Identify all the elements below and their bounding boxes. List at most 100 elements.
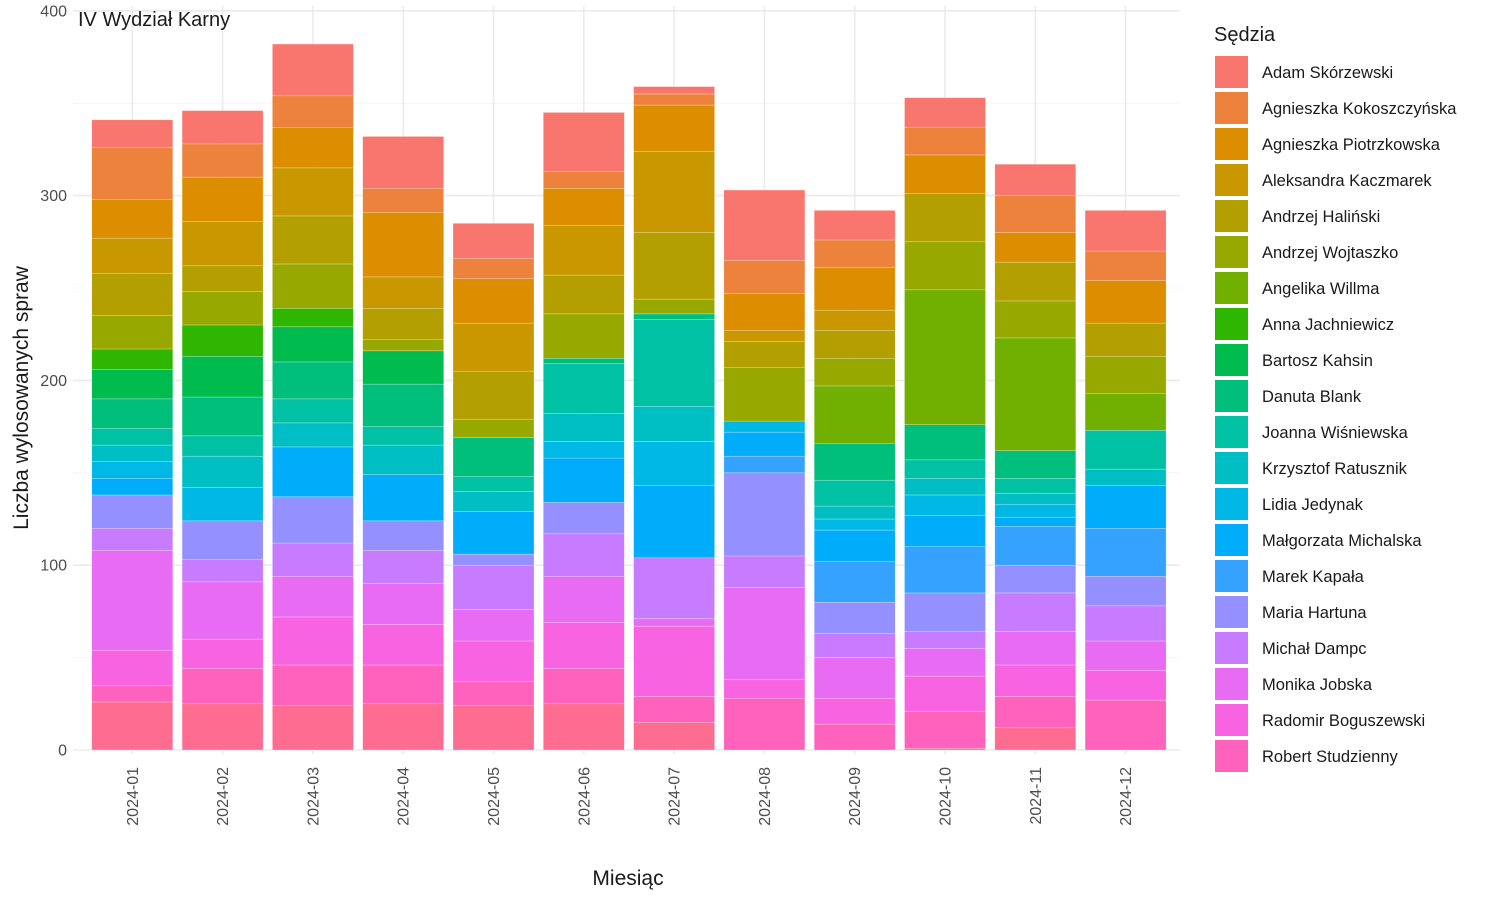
- bar-segment: [904, 546, 986, 594]
- bar-segment: [543, 441, 625, 459]
- bar-segment: [813, 561, 896, 603]
- bar-segment: [543, 112, 625, 172]
- legend-label: Lidia Jedynak: [1262, 496, 1364, 514]
- bar-segment: [813, 657, 896, 699]
- bar-segment: [543, 533, 625, 577]
- bar-segment: [813, 723, 896, 751]
- bar-segment: [633, 86, 715, 95]
- legend-label: Małgorzata Michalska: [1262, 532, 1422, 550]
- bar-segment: [452, 370, 535, 420]
- bar-segment: [91, 494, 174, 529]
- bar-segment: [452, 705, 535, 751]
- bar-segment: [543, 622, 625, 669]
- bar-segment: [813, 529, 896, 562]
- bar-segment: [904, 241, 986, 291]
- bar-segment: [723, 587, 806, 681]
- bar-segment: [723, 679, 806, 699]
- bars: [91, 43, 1167, 751]
- bar-segment: [272, 496, 354, 544]
- legend-key: [1215, 740, 1248, 772]
- bar-segment: [543, 703, 625, 751]
- bar-segment: [91, 348, 174, 370]
- x-tick-label: 2024-03: [305, 767, 322, 826]
- bar-segment: [813, 330, 896, 359]
- bar-segment: [994, 300, 1077, 339]
- bar-segment: [633, 696, 715, 723]
- bar-segment: [633, 485, 715, 559]
- bar-segment: [904, 710, 986, 749]
- bar-segment: [543, 502, 625, 535]
- bar-segment: [272, 664, 354, 706]
- axes: 0 100 200 300 400 2024-01 2024-02 2024-03 2024-0…: [40, 3, 1135, 825]
- bar-segment: [723, 420, 806, 433]
- legend-key: [1215, 704, 1248, 736]
- bar-segment: [813, 385, 896, 444]
- bar-segment: [272, 705, 354, 751]
- bar-segment: [994, 232, 1077, 263]
- bar-segment: [904, 631, 986, 649]
- bar-segment: [904, 592, 986, 632]
- bar-segment: [633, 104, 715, 152]
- bar-segment: [723, 455, 806, 474]
- bar-segment: [994, 664, 1077, 697]
- y-tick-label: 400: [40, 3, 67, 20]
- bar-segment: [904, 289, 986, 426]
- bar-segment: [362, 624, 444, 666]
- y-tick-label: 100: [40, 558, 67, 575]
- legend-label: Danuta Blank: [1262, 388, 1362, 406]
- bar-segment: [181, 221, 264, 267]
- bar-segment: [91, 272, 174, 316]
- bar-segment: [272, 446, 354, 498]
- bar-segment: [1084, 468, 1167, 486]
- bar-segment: [723, 330, 806, 342]
- bar-segment: [362, 211, 444, 278]
- bar-segment: [633, 722, 715, 751]
- bar-segment: [1084, 210, 1167, 252]
- bar-segment: [362, 276, 444, 309]
- legend-key: [1215, 596, 1248, 628]
- legend-key: [1215, 668, 1248, 700]
- legend-label: Robert Studzienny: [1262, 748, 1398, 766]
- bar-segment: [1084, 605, 1167, 642]
- legend-label: Agnieszka Kokoszczyńska: [1262, 100, 1457, 118]
- bar-segment: [452, 418, 535, 438]
- bar-segment: [1084, 430, 1167, 470]
- bar-segment: [181, 520, 264, 560]
- bar-segment: [994, 503, 1077, 518]
- bar-segment: [633, 232, 715, 300]
- bar-segment: [91, 461, 174, 479]
- bar-segment: [723, 260, 806, 294]
- chart-title: IV Wydział Karny: [78, 9, 230, 31]
- bar-segment: [633, 618, 715, 627]
- bar-segment: [181, 324, 264, 357]
- bar-segment: [633, 441, 715, 486]
- bar-segment: [1084, 322, 1167, 357]
- x-tick-label: 2024-05: [486, 767, 503, 826]
- bar-segment: [181, 143, 264, 178]
- legend: Sędzia Adam Skórzewski Agnieszka Kokoszcz…: [1214, 24, 1457, 772]
- bar-segment: [723, 367, 806, 422]
- bar-segment: [994, 526, 1077, 566]
- x-tick-label: 2024-12: [1118, 767, 1135, 826]
- bar-segment: [272, 576, 354, 618]
- x-tick-label: 2024-09: [847, 767, 864, 826]
- bar-segment: [904, 747, 986, 751]
- bar-segment: [362, 350, 444, 385]
- bar-segment: [813, 479, 896, 507]
- bar-segment: [723, 431, 806, 457]
- bar-segment: [91, 649, 174, 686]
- bar-segment: [362, 583, 444, 625]
- bar-segment: [543, 171, 625, 189]
- bar-segment: [633, 557, 715, 620]
- legend-key: [1215, 560, 1248, 592]
- bar-segment: [543, 363, 625, 414]
- legend-label: Andrzej Haliński: [1262, 208, 1380, 226]
- legend-key: [1215, 632, 1248, 664]
- bar-segment: [813, 518, 896, 531]
- bar-segment: [994, 478, 1077, 494]
- y-tick-label: 300: [40, 188, 67, 205]
- bar-segment: [1084, 640, 1167, 671]
- bar-segment: [362, 444, 444, 475]
- bar-segment: [543, 313, 625, 359]
